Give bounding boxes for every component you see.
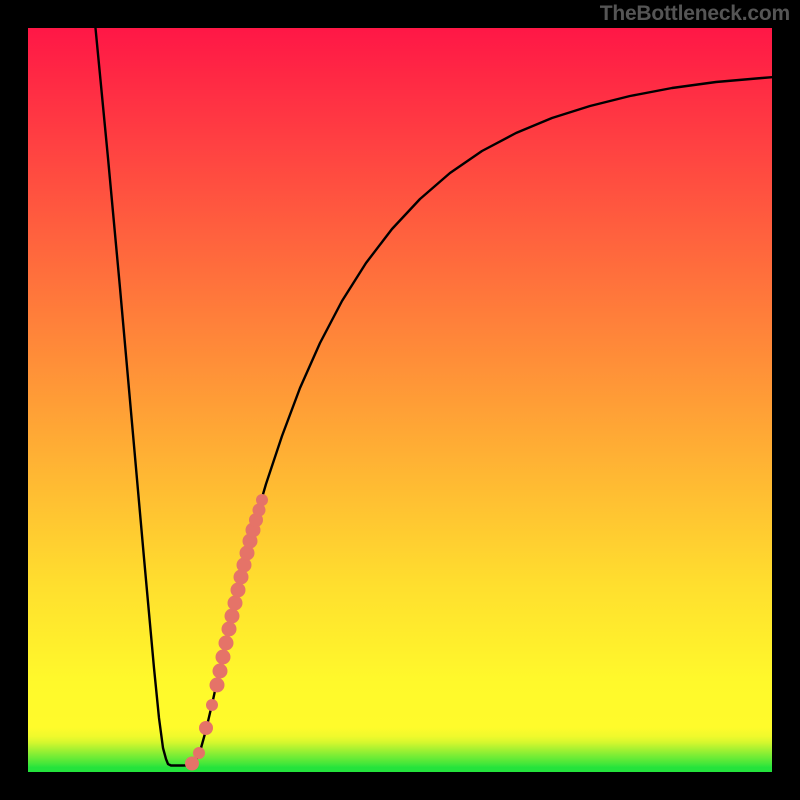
plot-area [28,28,772,772]
marker-dot [228,596,243,611]
marker-dot [193,747,205,759]
chart-container: TheBottleneck.com [0,0,800,800]
marker-dot [216,650,231,665]
marker-dot [199,721,213,735]
curve-layer [28,28,772,772]
marker-dot [231,583,246,598]
marker-dot [219,636,234,651]
marker-dot [210,678,225,693]
marker-dot [222,622,237,637]
marker-dot [206,699,218,711]
marker-dot [213,664,228,679]
marker-group [185,494,268,771]
watermark-text: TheBottleneck.com [600,2,790,26]
marker-dot [225,609,240,624]
marker-dot [256,494,268,506]
bottleneck-curve [95,28,772,766]
